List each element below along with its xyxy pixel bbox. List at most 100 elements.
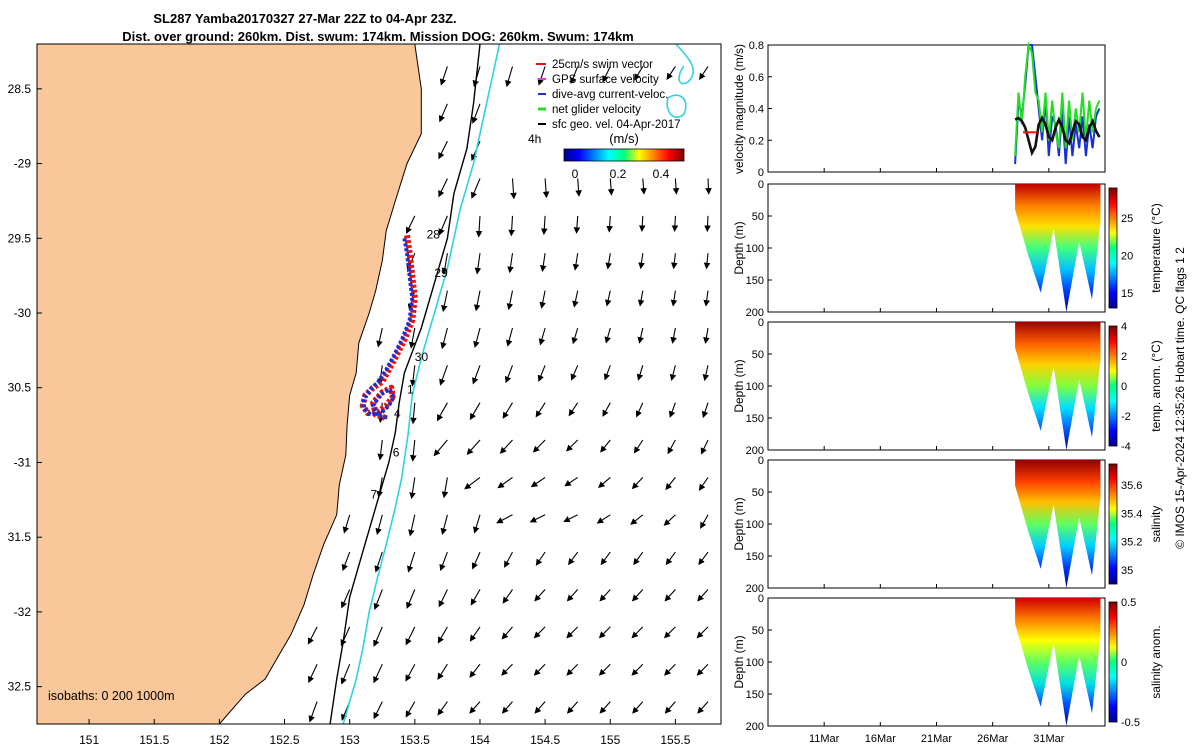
colorbar-tick-label: -4: [1121, 441, 1131, 453]
velocity-arrow: [566, 439, 579, 452]
velocity-arrow: [340, 589, 351, 609]
section-panel-temp_anomaly: Depth (m) 0 50 100 150 200 4 2 0 -2 -4 temp. anom. …: [732, 317, 1163, 457]
isobaths-label: isobaths: 0 200 1000m: [48, 689, 174, 703]
velocity-arrow: [637, 290, 645, 307]
section-ytick-label: 150: [746, 689, 764, 701]
section-ylabel: Depth (m): [732, 221, 746, 274]
velocity-arrow: [635, 402, 644, 418]
velocity-arrow: [436, 402, 448, 422]
velocity-arrow: [600, 551, 611, 566]
velocity-arrow: [566, 626, 579, 639]
velocity-arrow: [373, 663, 383, 684]
velocity-arrow: [441, 253, 449, 275]
colorbar-label: temp. anom. (°C): [1149, 340, 1163, 432]
velocity-arrow: [534, 701, 546, 714]
map-ytick-label: 32.5: [8, 680, 32, 694]
velocity-yticks: 0 0.2 0.4 0.6 0.8: [749, 40, 772, 179]
velocity-arrow: [570, 365, 579, 381]
velocity-arrow: [504, 365, 514, 384]
velocity-arrow: [633, 439, 644, 454]
land-area: [37, 44, 422, 724]
velocity-arrow: [373, 626, 383, 647]
velocity-arrow: [307, 626, 318, 645]
velocity-arrow: [469, 626, 481, 642]
velocity-arrow: [469, 402, 481, 421]
map-ytick-label: -30: [14, 306, 32, 320]
track-day-labels: 28 29 30 14 6 7: [371, 227, 449, 501]
colorbar-label: salinity anom.: [1149, 625, 1163, 698]
velocity-arrow: [530, 476, 546, 488]
velocity-arrow: [437, 701, 448, 716]
velocity-arrow: [532, 439, 546, 453]
isobath-200m-line: [342, 44, 501, 724]
section-data-field: [1015, 322, 1101, 450]
velocity-arrow: [405, 626, 416, 646]
glider-track-blue: [362, 237, 415, 420]
velocity-arrow: [600, 439, 611, 453]
section-data-field: [1015, 184, 1101, 312]
section-ytick-label: 0: [758, 179, 764, 191]
velocity-arrow: [470, 589, 481, 606]
section-ytick-label: 50: [752, 349, 764, 361]
velocity-arrow: [700, 514, 709, 529]
velocity-arrow: [663, 626, 676, 639]
velocity-arrow: [469, 701, 481, 714]
velocity-arrow: [438, 103, 448, 123]
velocity-arrow: [570, 66, 579, 85]
velocity-arrow: [440, 327, 448, 350]
colorbar-tick-label: 0: [1121, 657, 1127, 669]
map-ytick-label: -32: [14, 605, 32, 619]
velocity-arrow: [667, 439, 676, 455]
velocity-arrow: [502, 589, 513, 604]
velocity-arrow: [373, 589, 383, 611]
velocity-arrow: [472, 365, 481, 385]
velocity-arrow: [308, 663, 318, 684]
velocity-arrow: [540, 215, 548, 236]
colorbar-label: salinity: [1149, 506, 1163, 543]
velocity-arrow: [638, 253, 645, 270]
velocity-arrow: [374, 551, 383, 573]
velocity-arrow: [475, 215, 483, 238]
section-colorbar: [1108, 325, 1118, 447]
velocity-arrow: [607, 178, 615, 196]
velocity-arrow: [670, 327, 677, 344]
velocity-arrow: [696, 626, 709, 639]
section-ytick-label: 150: [746, 413, 764, 425]
section-ytick-label: 200: [746, 307, 764, 319]
figure-title-line2: Dist. over ground: 260km. Dist. swum: 17…: [122, 29, 634, 44]
velocity-arrow: [504, 551, 513, 568]
velocity-arrow: [604, 290, 612, 307]
velocity-arrow: [698, 551, 709, 566]
velocity-arrow: [440, 514, 448, 536]
velocity-arrow: [439, 551, 448, 572]
velocity-arrow: [573, 215, 581, 234]
map-xtick-label: 152.5: [270, 733, 300, 747]
section-ytick-label: 200: [746, 721, 764, 733]
velocity-arrow: [633, 551, 644, 566]
velocity-arrow: [699, 66, 709, 80]
velocity-arrow: [666, 66, 676, 80]
section-ylabel: Depth (m): [732, 359, 746, 412]
velocity-arrow: [438, 589, 448, 608]
velocity-arrow: [566, 589, 579, 602]
velocity-ytick-label: 0.2: [749, 135, 764, 147]
velocity-arrow: [341, 551, 351, 572]
velocity-arrow: [405, 663, 416, 682]
velocity-arrow: [408, 327, 416, 349]
velocity-arrow: [409, 477, 416, 500]
section-ytick-label: 100: [746, 243, 764, 255]
map-ytick-label: 30.5: [8, 381, 32, 395]
velocity-arrow: [572, 290, 579, 308]
velocity-arrow: [670, 290, 678, 307]
time-tick-label: 16Mar: [865, 733, 897, 745]
velocity-arrow: [566, 701, 579, 714]
velocity-arrow: [437, 626, 448, 644]
velocity-series: [1014, 41, 1101, 165]
velocity-arrow: [632, 701, 644, 714]
colorbar-tick-label: 4: [1121, 321, 1127, 333]
velocity-arrow: [631, 589, 644, 602]
velocity-arrow: [410, 402, 417, 425]
velocity-arrow: [567, 551, 579, 566]
section-ytick-label: 50: [752, 625, 764, 637]
colorbar-tick-label: -2: [1121, 411, 1131, 423]
